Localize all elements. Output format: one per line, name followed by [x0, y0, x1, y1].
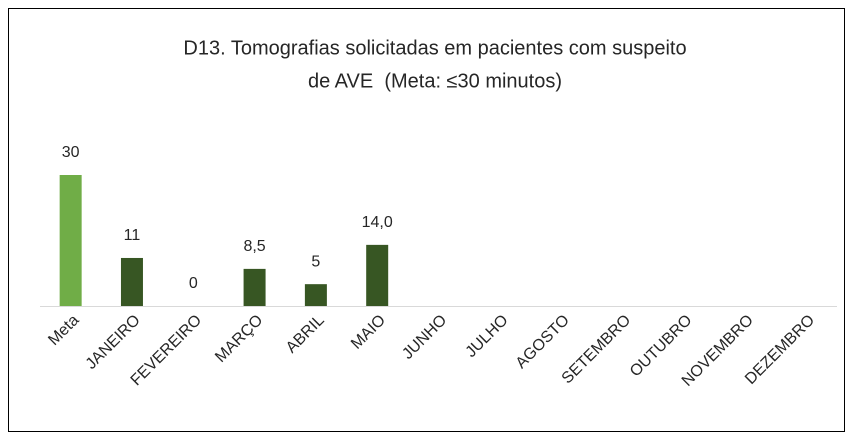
- bar: [304, 284, 327, 306]
- chart-title: de AVE (Meta: ≤30 minutos): [308, 70, 562, 92]
- data-label: 30: [62, 144, 80, 161]
- data-label: 14,0: [362, 214, 393, 231]
- chart-border: [8, 8, 845, 432]
- bar: [243, 268, 266, 306]
- chart-title: D13. Tomografias solicitadas em paciente…: [183, 37, 686, 59]
- data-label: 11: [124, 227, 141, 244]
- data-label: 5: [311, 253, 320, 270]
- data-label: 8,5: [243, 238, 265, 255]
- data-label: 0: [189, 275, 198, 292]
- bar: [120, 257, 143, 306]
- bar: [59, 175, 82, 306]
- bar: [366, 244, 389, 306]
